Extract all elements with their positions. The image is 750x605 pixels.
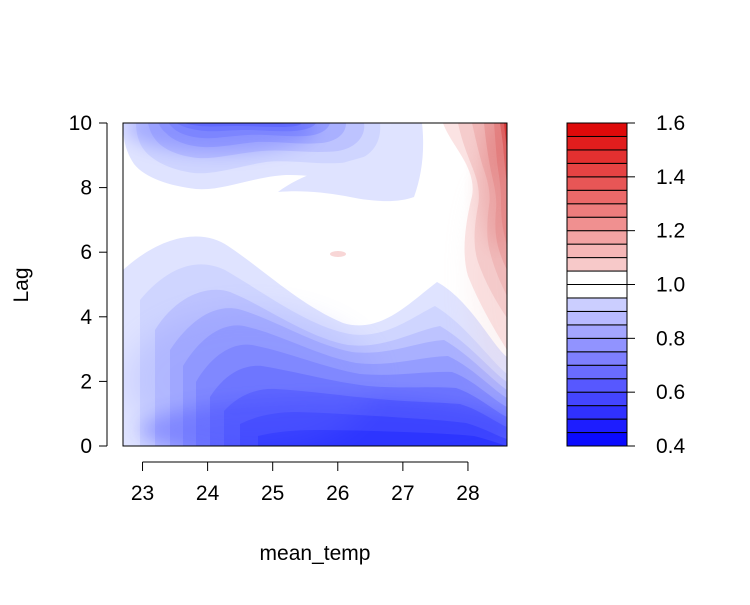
colorbar-band: [566, 337, 628, 353]
colorbar-band: [566, 405, 628, 420]
x-tick-label: 25: [261, 482, 284, 505]
x-tick-label: 26: [326, 482, 349, 505]
colorbar-band: [566, 122, 628, 137]
colorbar-band: [566, 149, 628, 164]
colorbar-tick-label: 1.0: [656, 274, 685, 297]
y-tick-label: 4: [80, 306, 92, 329]
x-tick-label: 24: [196, 482, 220, 505]
colorbar-band: [566, 270, 628, 285]
x-tick-label: 23: [131, 482, 154, 505]
x-tick-label: 27: [391, 482, 414, 505]
x-axis-label: mean_temp: [260, 542, 371, 565]
colorbar-band: [566, 324, 628, 339]
colorbar-band: [566, 162, 628, 178]
y-tick-label: 10: [69, 112, 92, 135]
y-axis-label: Lag: [10, 267, 33, 302]
x-tick-label: 28: [456, 482, 479, 505]
colorbar-band: [566, 243, 628, 259]
colorbar-band: [566, 391, 628, 407]
colorbar-band: [566, 230, 628, 245]
colorbar-band: [566, 432, 628, 447]
colorbar-band: [566, 297, 628, 312]
colorbar-band: [566, 351, 628, 366]
y-tick-label: 2: [80, 370, 92, 393]
colorbar-band: [566, 203, 628, 218]
colorbar-band: [566, 284, 628, 299]
colorbar-band: [566, 176, 628, 191]
plot-frame: [122, 122, 508, 447]
colorbar-band: [566, 364, 628, 380]
colorbar-band: [566, 378, 628, 393]
y-tick-label: 6: [80, 241, 92, 264]
colorbar-tick-label: 0.4: [656, 435, 686, 458]
colorbar-tick-label: 1.6: [656, 112, 685, 135]
colorbar-tick-label: 0.6: [656, 381, 685, 404]
x-axis: 23 24 25 26 27 28: [131, 461, 480, 505]
colorbar: 0.4 0.6 0.8 1.0 1.2 1.4 1.6: [566, 112, 686, 458]
y-axis: 0 2 4 6 8 10: [69, 112, 108, 458]
pink-spot: [330, 251, 346, 257]
colorbar-band: [566, 257, 628, 272]
colorbar-tick-label: 1.4: [656, 166, 686, 189]
colorbar-band: [566, 418, 628, 434]
upper-pale-band: [278, 123, 424, 202]
plot-area: [122, 122, 508, 447]
colorbar-tick-label: 1.2: [656, 220, 685, 243]
colorbar-band: [566, 216, 628, 232]
y-tick-label: 8: [80, 177, 92, 200]
y-tick-label: 0: [80, 435, 92, 458]
colorbar-band: [566, 310, 628, 326]
colorbar-tick-label: 0.8: [656, 327, 685, 350]
colorbar-band: [566, 189, 628, 205]
colorbar-band: [566, 135, 628, 151]
